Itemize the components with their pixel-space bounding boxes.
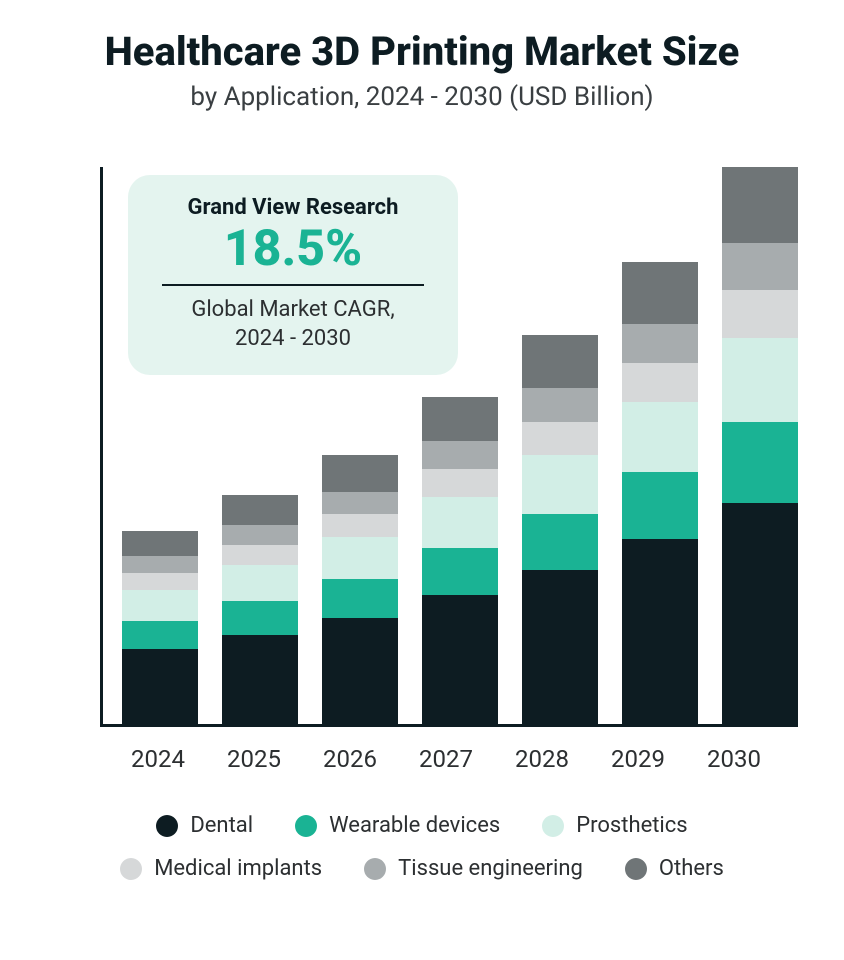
bar-segment (622, 539, 698, 727)
legend: Dental Wearable devices Prosthetics Medical… (40, 813, 804, 881)
legend-swatch (364, 858, 386, 880)
bar-segment (222, 495, 298, 526)
bar-segment (322, 579, 398, 618)
bar-segment (622, 262, 698, 324)
x-axis-label: 2029 (602, 745, 674, 773)
legend-label: Dental (190, 813, 253, 838)
stacked-bar (522, 335, 598, 727)
bar-segment (722, 338, 798, 422)
bar-segment (122, 590, 198, 621)
stacked-bar (722, 167, 798, 727)
bar-segment (122, 531, 198, 556)
legend-label: Prosthetics (576, 813, 687, 838)
bar-segment (422, 441, 498, 469)
chart-subtitle: by Application, 2024 - 2030 (USD Billion… (40, 82, 804, 112)
bar-segment (422, 548, 498, 596)
legend-item: Others (625, 856, 724, 881)
legend-item: Tissue engineering (364, 856, 583, 881)
legend-item: Medical implants (120, 856, 322, 881)
callout-rule (162, 284, 424, 286)
bar-segment (322, 455, 398, 491)
stacked-bar (122, 531, 198, 727)
bar-segment (422, 497, 498, 547)
bar-segment (122, 573, 198, 590)
legend-label: Tissue engineering (398, 856, 583, 881)
chart-area: Grand View Research 18.5% Global Market … (100, 167, 784, 727)
stacked-bar (422, 397, 498, 727)
x-axis-label: 2025 (218, 745, 290, 773)
legend-label: Others (659, 856, 724, 881)
bar-segment (222, 565, 298, 601)
bar-segment (122, 649, 198, 727)
bar-segment (522, 514, 598, 570)
callout-value: 18.5% (158, 224, 428, 274)
cagr-callout: Grand View Research 18.5% Global Market … (128, 175, 458, 375)
bar-column (522, 167, 598, 727)
chart-title: Healthcare 3D Printing Market Size (40, 30, 804, 74)
x-axis-label: 2024 (122, 745, 194, 773)
bar-segment (522, 335, 598, 388)
bar-segment (522, 455, 598, 514)
callout-brand: Grand View Research (158, 195, 428, 220)
bar-segment (322, 537, 398, 579)
bar-segment (722, 503, 798, 727)
bar-segment (422, 595, 498, 727)
bar-segment (522, 570, 598, 727)
x-axis-label: 2026 (314, 745, 386, 773)
bar-segment (222, 545, 298, 565)
bar-segment (322, 492, 398, 514)
callout-label: Global Market CAGR, 2024 - 2030 (158, 296, 428, 353)
bar-segment (222, 635, 298, 727)
bar-segment (222, 601, 298, 635)
legend-swatch (295, 815, 317, 837)
legend-swatch (120, 858, 142, 880)
bar-segment (222, 525, 298, 545)
legend-label: Medical implants (154, 856, 322, 881)
bar-segment (622, 324, 698, 363)
x-axis-label: 2028 (506, 745, 578, 773)
legend-swatch (156, 815, 178, 837)
bar-segment (722, 167, 798, 243)
legend-item: Dental (156, 813, 253, 838)
bar-segment (422, 397, 498, 442)
bar-segment (622, 472, 698, 539)
stacked-bar (322, 455, 398, 727)
bar-segment (722, 290, 798, 338)
bar-segment (522, 422, 598, 456)
legend-item: Wearable devices (295, 813, 500, 838)
bar-segment (622, 363, 698, 402)
legend-swatch (625, 858, 647, 880)
bar-segment (522, 388, 598, 422)
x-axis-label: 2027 (410, 745, 482, 773)
bar-segment (422, 469, 498, 497)
bar-segment (122, 621, 198, 649)
x-axis-labels: 2024 2025 2026 2027 2028 2029 2030 (100, 745, 784, 773)
bar-segment (122, 556, 198, 573)
stacked-bar (222, 495, 298, 727)
legend-item: Prosthetics (542, 813, 687, 838)
bar-column (722, 167, 798, 727)
x-axis-label: 2030 (698, 745, 770, 773)
bar-segment (322, 514, 398, 536)
bar-column (622, 167, 698, 727)
legend-swatch (542, 815, 564, 837)
bar-segment (622, 402, 698, 472)
legend-label: Wearable devices (329, 813, 500, 838)
bar-segment (722, 243, 798, 291)
bar-segment (722, 422, 798, 503)
bar-segment (322, 618, 398, 727)
stacked-bar (622, 262, 698, 727)
